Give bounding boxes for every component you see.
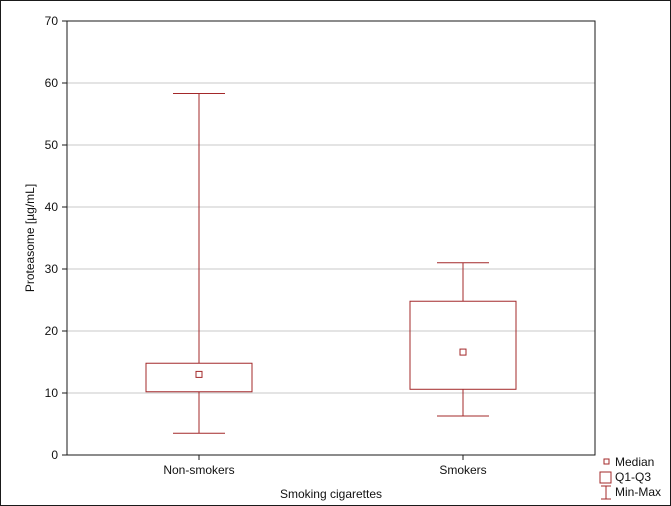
y-axis-title: Proteasome [µg/mL]: [23, 184, 37, 292]
x-axis-title: Smoking cigarettes: [280, 487, 382, 501]
y-tick-label-0: 0: [51, 448, 58, 462]
legend-median-label: Median: [615, 455, 654, 469]
legend-whisker-label: Min-Max: [615, 485, 661, 499]
y-tick-label-2: 20: [45, 324, 59, 338]
y-tick-label-7: 70: [45, 14, 59, 28]
median-marker-0: [195, 370, 203, 378]
x-tick-label-0: Non-smokers: [163, 463, 234, 477]
y-tick-label-1: 10: [45, 386, 59, 400]
plot-area: [66, 20, 596, 456]
legend-median-marker: [603, 458, 610, 465]
y-tick-label-3: 30: [45, 262, 59, 276]
legend-box-label: Q1-Q3: [615, 470, 651, 484]
box-q1-q3-0: [145, 362, 253, 393]
legend: Median Q1-Q3 Min-Max: [599, 455, 661, 500]
y-tick-label-5: 50: [45, 138, 59, 152]
legend-box-marker: [599, 471, 612, 484]
x-tick-label-1: Smokers: [439, 463, 486, 477]
y-tick-label-6: 60: [45, 76, 59, 90]
box-q1-q3-1: [409, 300, 517, 390]
median-marker-1: [459, 348, 467, 356]
y-tick-label-4: 40: [45, 200, 59, 214]
